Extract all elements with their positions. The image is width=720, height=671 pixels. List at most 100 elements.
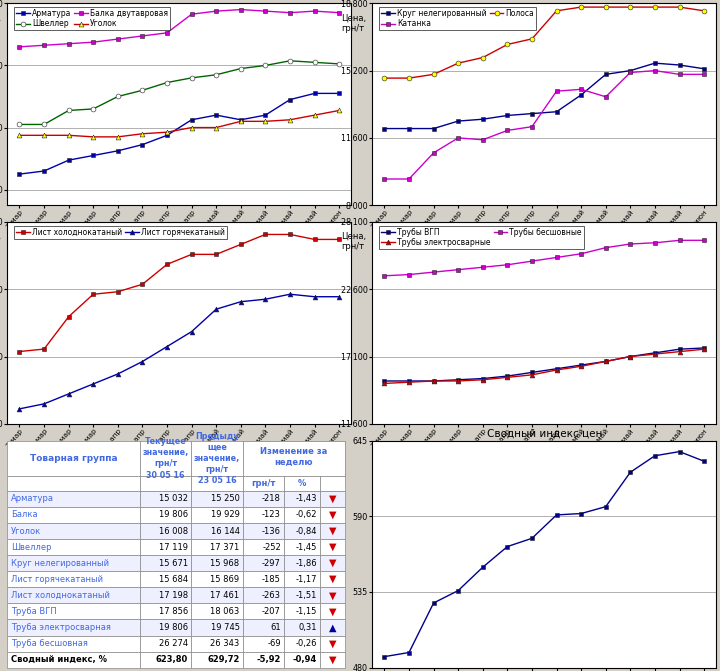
Bar [320, 539, 345, 555]
Bar [140, 587, 192, 603]
Text: 19 745: 19 745 [210, 623, 240, 632]
Text: 17 119: 17 119 [159, 543, 188, 552]
Text: 623,80: 623,80 [156, 655, 188, 664]
Bar [320, 635, 345, 652]
Text: -1,17: -1,17 [295, 575, 317, 584]
Bar [7, 507, 140, 523]
Text: Лист горячекатаный: Лист горячекатаный [11, 575, 103, 584]
Text: 16 008: 16 008 [159, 527, 188, 535]
Text: -185: -185 [262, 575, 281, 584]
Bar [7, 441, 140, 476]
Text: ▼: ▼ [329, 558, 336, 568]
Bar [192, 476, 243, 491]
Text: 19 806: 19 806 [159, 511, 188, 519]
Text: 15 671: 15 671 [159, 559, 188, 568]
Text: 26 274: 26 274 [159, 639, 188, 648]
Bar [7, 539, 140, 555]
Bar [140, 491, 192, 507]
Bar [192, 539, 243, 555]
Bar [7, 603, 140, 619]
Bar [140, 571, 192, 587]
Bar [7, 555, 140, 571]
Text: Товарная группа: Товарная группа [30, 454, 117, 463]
Text: Балка: Балка [11, 511, 37, 519]
Text: 15 684: 15 684 [159, 575, 188, 584]
Bar [320, 652, 345, 668]
Bar [320, 476, 345, 491]
Text: Текущее
значение,
грн/т
30 05 16: Текущее значение, грн/т 30 05 16 [143, 437, 189, 480]
Text: 15 869: 15 869 [210, 575, 240, 584]
Bar [284, 652, 320, 668]
Bar [192, 603, 243, 619]
Legend: Лист холоднокатаный, Лист горячекатаный: Лист холоднокатаный, Лист горячекатаный [14, 226, 227, 239]
Bar [243, 441, 284, 476]
Legend: Арматура, Швеллер, Балка двутавровая, Уголок: Арматура, Швеллер, Балка двутавровая, Уг… [14, 7, 170, 30]
Bar [284, 603, 320, 619]
Bar [243, 652, 284, 668]
Text: %: % [298, 479, 307, 488]
Bar [284, 476, 320, 491]
Text: 26 343: 26 343 [210, 639, 240, 648]
Bar [140, 555, 192, 571]
Text: Цена,
грн/т: Цена, грн/т [0, 232, 1, 252]
Bar [192, 507, 243, 523]
Text: 18 063: 18 063 [210, 607, 240, 616]
Bar [243, 507, 284, 523]
Text: Круг нелегированный: Круг нелегированный [11, 559, 109, 568]
Text: Изменение за
неделю: Изменение за неделю [260, 447, 328, 467]
Bar [284, 539, 320, 555]
Bar [192, 652, 243, 668]
Bar [284, 587, 320, 603]
Bar [192, 441, 243, 476]
Text: -297: -297 [262, 559, 281, 568]
Bar [192, 587, 243, 603]
Text: -1,15: -1,15 [296, 607, 317, 616]
Bar [192, 619, 243, 635]
Text: Арматура: Арматура [11, 495, 54, 503]
Bar [284, 571, 320, 587]
Title: Сводный индекс цен: Сводный индекс цен [487, 429, 602, 438]
Bar [140, 635, 192, 652]
Bar [7, 571, 140, 587]
Bar [284, 555, 320, 571]
Bar [320, 491, 345, 507]
Bar [140, 441, 192, 476]
Text: -1,86: -1,86 [295, 559, 317, 568]
Text: ▼: ▼ [329, 510, 336, 520]
Bar [320, 507, 345, 523]
Text: 61: 61 [270, 623, 281, 632]
Text: ▼: ▼ [329, 542, 336, 552]
Bar [320, 555, 345, 571]
Bar [7, 635, 140, 652]
Bar [284, 491, 320, 507]
Text: Цена,
грн/т: Цена, грн/т [341, 13, 366, 33]
Bar [192, 523, 243, 539]
Bar [243, 539, 284, 555]
Legend: Трубы ВГП, Трубы электросварные, Трубы бесшовные: Трубы ВГП, Трубы электросварные, Трубы б… [379, 226, 584, 249]
Bar [7, 523, 140, 539]
Bar [243, 476, 284, 491]
Bar [192, 491, 243, 507]
Text: Труба электросварная: Труба электросварная [11, 623, 110, 632]
Text: 17 198: 17 198 [159, 591, 188, 600]
Text: ▼: ▼ [329, 607, 336, 617]
Bar [243, 635, 284, 652]
Text: 17 461: 17 461 [210, 591, 240, 600]
Text: -0,62: -0,62 [295, 511, 317, 519]
Bar [7, 491, 140, 507]
Bar [140, 507, 192, 523]
Bar [243, 555, 284, 571]
Text: 17 371: 17 371 [210, 543, 240, 552]
Text: грн/т: грн/т [251, 479, 276, 488]
Text: Швеллер: Швеллер [11, 543, 51, 552]
Text: 17 856: 17 856 [158, 607, 188, 616]
Bar [243, 441, 345, 476]
Text: -252: -252 [262, 543, 281, 552]
Bar [243, 523, 284, 539]
Bar [284, 441, 320, 476]
Text: ▼: ▼ [329, 494, 336, 504]
Text: -0,26: -0,26 [295, 639, 317, 648]
Bar [7, 587, 140, 603]
Text: -1,43: -1,43 [295, 495, 317, 503]
Text: Цена,
грн/т: Цена, грн/т [0, 13, 1, 33]
